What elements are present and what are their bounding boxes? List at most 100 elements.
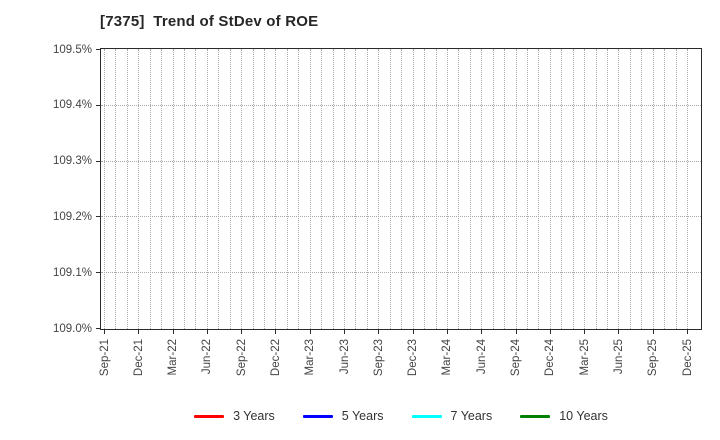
x-tick-label: Jun-22: [201, 339, 214, 375]
vertical-gridline: [366, 49, 368, 329]
vertical-gridline: [652, 49, 654, 329]
x-tick-label: Dec-22: [269, 339, 282, 377]
x-tick-label: Jun-24: [475, 339, 488, 375]
x-tick-label: Mar-25: [578, 339, 591, 376]
y-tick-mark: [96, 49, 100, 50]
y-tick-mark: [96, 216, 100, 218]
vertical-gridline: [378, 49, 380, 329]
vertical-gridline: [218, 49, 220, 329]
vertical-gridline: [344, 49, 346, 329]
x-tick-mark: [138, 330, 140, 334]
x-tick-label: Sep-22: [235, 339, 248, 377]
x-tick-label: Mar-24: [441, 339, 454, 376]
vertical-gridline: [538, 49, 540, 329]
y-tick-label: 109.3%: [52, 155, 92, 168]
vertical-gridline: [526, 49, 528, 329]
legend-label: 3 Years: [233, 409, 275, 423]
x-tick-label: Dec-24: [544, 339, 557, 377]
x-tick-label: Dec-21: [132, 339, 145, 377]
x-tick-label: Sep-24: [510, 339, 523, 377]
vertical-gridline: [195, 49, 197, 329]
x-tick-mark: [584, 330, 586, 334]
vertical-gridline: [446, 49, 448, 329]
legend-line-swatch: [411, 414, 442, 418]
vertical-gridline: [424, 49, 426, 329]
y-tick-label: 109.0%: [52, 322, 92, 335]
vertical-gridline: [355, 49, 357, 329]
x-tick-mark: [515, 330, 517, 334]
vertical-gridline: [275, 49, 277, 329]
legend-label: 5 Years: [341, 409, 384, 423]
x-tick-mark: [618, 330, 620, 334]
x-tick-label: Jun-25: [612, 339, 625, 375]
vertical-gridline: [321, 49, 323, 329]
vertical-gridline: [606, 49, 608, 329]
vertical-gridline: [412, 49, 414, 329]
vertical-gridline: [618, 49, 620, 329]
horizontal-gridline: [101, 104, 701, 106]
vertical-gridline: [687, 49, 688, 329]
vertical-gridline: [184, 49, 186, 329]
x-tick-mark: [172, 330, 174, 334]
vertical-gridline: [206, 49, 208, 329]
legend-line-swatch: [194, 414, 225, 418]
vertical-gridline: [504, 49, 506, 329]
x-tick-label: Sep-23: [372, 339, 385, 377]
legend-label: 7 Years: [450, 409, 493, 423]
vertical-gridline: [595, 49, 597, 329]
y-tick-label: 109.5%: [52, 43, 92, 56]
x-tick-mark: [481, 330, 483, 334]
vertical-gridline: [492, 49, 494, 329]
vertical-gridline: [138, 49, 140, 329]
vertical-gridline: [572, 49, 574, 329]
vertical-gridline: [641, 49, 643, 329]
x-tick-label: Mar-23: [304, 339, 317, 376]
x-tick-mark: [378, 330, 380, 334]
x-tick-mark: [549, 330, 551, 334]
x-tick-mark: [687, 330, 688, 334]
y-tick-mark: [96, 160, 100, 162]
vertical-gridline: [298, 49, 300, 329]
y-tick-label: 109.1%: [52, 266, 92, 279]
vertical-gridline: [252, 49, 254, 329]
x-tick-label: Dec-23: [407, 339, 420, 377]
vertical-gridline: [264, 49, 266, 329]
chart-title: [7375] Trend of StDev of ROE: [100, 13, 319, 30]
vertical-gridline: [332, 49, 334, 329]
legend-line-swatch: [302, 414, 333, 418]
vertical-gridline: [389, 49, 391, 329]
x-tick-mark: [104, 330, 105, 334]
vertical-gridline: [481, 49, 483, 329]
horizontal-gridline: [101, 160, 701, 162]
legend: 3 Years 5 Years 7 Years 10 Years: [100, 405, 702, 427]
vertical-gridline: [104, 49, 105, 329]
x-tick-label: Jun-23: [338, 339, 351, 375]
x-tick-label: Sep-25: [647, 339, 660, 377]
x-tick-label: Sep-21: [98, 339, 111, 377]
vertical-gridline: [549, 49, 551, 329]
legend-item: 7 Years: [411, 409, 493, 423]
x-tick-label: Mar-22: [167, 339, 180, 376]
vertical-gridline: [241, 49, 243, 329]
vertical-gridline: [149, 49, 151, 329]
x-tick-mark: [206, 330, 208, 334]
y-tick-mark: [96, 328, 100, 329]
y-tick-label: 109.4%: [52, 99, 92, 112]
vertical-gridline: [172, 49, 174, 329]
x-tick-mark: [412, 330, 414, 334]
x-tick-mark: [652, 330, 654, 334]
vertical-gridline: [229, 49, 231, 329]
vertical-gridline: [435, 49, 437, 329]
x-tick-mark: [241, 330, 243, 334]
vertical-gridline: [161, 49, 163, 329]
y-tick-label: 109.2%: [52, 210, 92, 223]
vertical-gridline: [664, 49, 666, 329]
legend-item: 3 Years: [194, 409, 275, 423]
horizontal-gridline: [101, 272, 701, 274]
x-tick-mark: [309, 330, 311, 334]
vertical-gridline: [115, 49, 117, 329]
vertical-gridline: [458, 49, 460, 329]
x-tick-mark: [446, 330, 448, 334]
x-tick-mark: [344, 330, 346, 334]
plot-area: [100, 48, 702, 330]
